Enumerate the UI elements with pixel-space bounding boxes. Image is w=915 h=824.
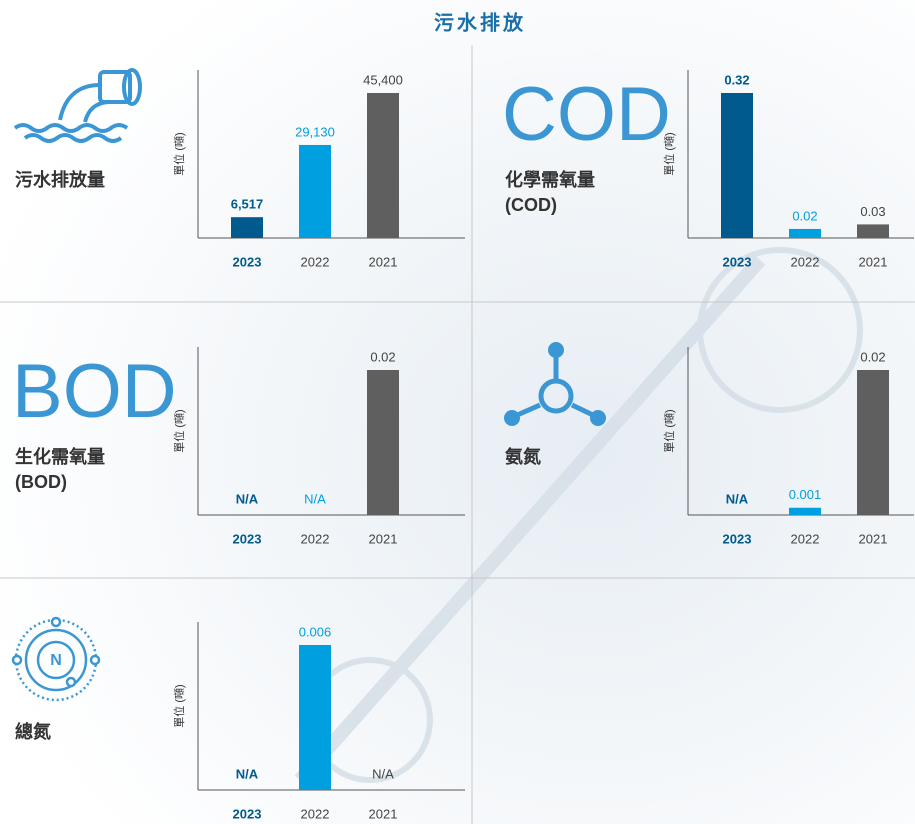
y-axis-label: 單位 (噸) <box>172 684 186 727</box>
value-label: 0.02 <box>792 208 817 223</box>
x-tick-label: 2022 <box>301 531 330 546</box>
value-label: 0.02 <box>860 349 885 364</box>
x-tick-label: 2023 <box>233 531 262 546</box>
value-label: 45,400 <box>363 72 403 87</box>
x-tick-label: 2023 <box>723 531 752 546</box>
icon-text: BOD <box>12 349 177 434</box>
x-tick-label: 2023 <box>233 806 262 821</box>
bar <box>789 228 821 238</box>
y-axis-label: 單位 (噸) <box>662 409 676 452</box>
value-label: 0.006 <box>299 624 332 639</box>
icon-text: COD <box>502 72 671 157</box>
page-title: 污水排放 <box>434 10 526 34</box>
x-tick-label: 2022 <box>301 254 330 269</box>
bar <box>299 144 331 238</box>
chart-subtitle: (BOD) <box>15 472 67 492</box>
value-label: N/A <box>304 491 326 506</box>
x-tick-label: 2022 <box>301 806 330 821</box>
value-label: N/A <box>236 766 259 781</box>
value-label: 29,130 <box>295 124 335 139</box>
bar <box>857 224 889 238</box>
y-axis-label: 單位 (噸) <box>172 132 186 175</box>
bar <box>231 217 263 238</box>
chart-title: 總氮 <box>15 721 51 742</box>
value-label: N/A <box>372 766 394 781</box>
x-tick-label: 2021 <box>369 254 398 269</box>
x-tick-label: 2021 <box>369 531 398 546</box>
bar <box>367 93 399 238</box>
x-tick-label: 2023 <box>233 254 262 269</box>
bar <box>367 370 399 515</box>
y-axis-label: 單位 (噸) <box>172 409 186 452</box>
y-axis-label: 單位 (噸) <box>662 132 676 175</box>
x-tick-label: 2021 <box>859 531 888 546</box>
bar <box>789 507 821 515</box>
x-tick-label: 2021 <box>369 806 398 821</box>
atom-icon: N <box>11 616 101 702</box>
value-label: 6,517 <box>231 197 264 212</box>
x-tick-label: 2021 <box>859 254 888 269</box>
value-label: 0.32 <box>724 72 749 87</box>
value-label: N/A <box>726 491 749 506</box>
bar <box>721 93 753 238</box>
chart-title: 污水排放量 <box>15 169 105 190</box>
x-tick-label: 2022 <box>791 254 820 269</box>
value-label: 0.001 <box>789 487 822 502</box>
chart-title: 化學需氧量 <box>505 169 595 190</box>
chart-title: 生化需氧量 <box>15 446 105 467</box>
bar <box>299 645 331 790</box>
x-tick-label: 2023 <box>723 254 752 269</box>
molecule-icon <box>504 342 606 426</box>
value-label: 0.02 <box>370 349 395 364</box>
x-tick-label: 2022 <box>791 531 820 546</box>
bar <box>857 370 889 515</box>
chart-title: 氨氮 <box>505 446 541 467</box>
value-label: 0.03 <box>860 204 885 219</box>
value-label: N/A <box>236 491 259 506</box>
pipe-icon <box>13 68 142 143</box>
chart-subtitle: (COD) <box>505 195 557 215</box>
atom-symbol: N <box>50 652 62 669</box>
